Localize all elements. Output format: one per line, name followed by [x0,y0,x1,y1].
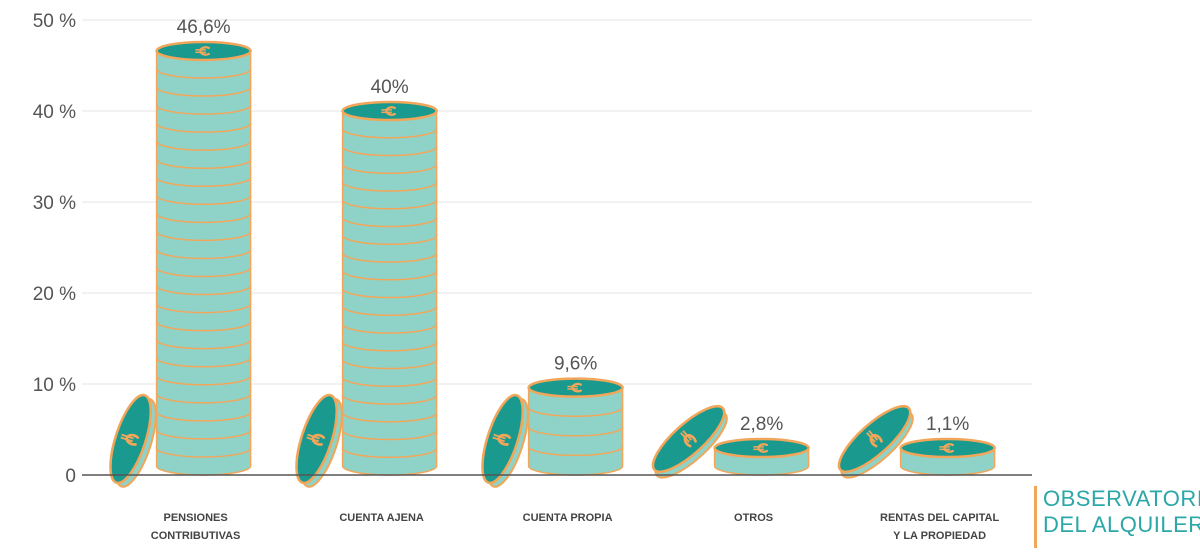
value-label: 9,6% [554,354,597,375]
y-axis-tick-labels: 0 10 % 20 % 30 % 40 % 50 % [33,11,76,487]
value-label: 2,8% [740,414,783,435]
euro-icon [753,443,768,453]
category-labels: PENSIONES CONTRIBUTIVAS CUENTA AJENA CUENTA… [151,512,1000,542]
coin-stack [481,377,624,488]
observatorio-del-alquiler-logo: OBSERVATORIO DEL ALQUILER [1034,486,1200,548]
category-label: CUENTA AJENA [339,512,424,524]
coin-top-face [899,437,996,459]
y-tick-label: 10 % [33,375,76,396]
category-label: PENSIONES [164,512,228,524]
leaning-coin [295,393,343,488]
category-label: RENTAS DEL CAPITAL [880,512,999,524]
euro-icon [195,46,210,56]
coin-top-face [155,40,252,62]
coin-stack [295,100,438,488]
y-tick-label: 0 [65,466,76,487]
category-label: OTROS [734,512,773,524]
coin-stack [109,40,252,488]
coin-top-face [341,100,438,122]
euro-icon [939,443,954,453]
category-label: CUENTA PROPIA [523,512,613,524]
euro-icon [567,382,582,393]
euro-icon [866,430,883,448]
euro-icon [680,430,697,448]
brand-line-1: OBSERVATORIO [1043,486,1200,511]
leaning-coin [481,393,529,488]
leaning-coin [837,405,914,479]
value-label: 1,1% [926,414,969,435]
euro-icon [492,433,512,446]
coin-stacks [109,40,996,488]
category-label: Y LA PROPIEDAD [893,530,986,542]
euro-icon [381,106,396,116]
y-tick-label: 20 % [33,284,76,305]
y-tick-label: 50 % [33,11,76,32]
y-tick-label: 40 % [33,102,76,123]
coin-top-face [713,437,810,459]
coin-top-face [527,377,624,398]
leaning-coin [109,393,157,488]
coin-stack [837,405,996,479]
brand-line-2: DEL ALQUILER [1043,512,1200,537]
euro-icon [306,433,326,446]
y-tick-label: 30 % [33,193,76,214]
value-label: 40% [371,77,409,98]
leaning-coin [651,405,728,479]
coin-stack [651,405,810,479]
category-label: CONTRIBUTIVAS [151,530,241,542]
euro-icon [120,433,140,446]
value-label: 46,6% [177,17,231,38]
value-labels: 46,6% 40% 9,6% 2,8% 1,1% [177,17,970,435]
